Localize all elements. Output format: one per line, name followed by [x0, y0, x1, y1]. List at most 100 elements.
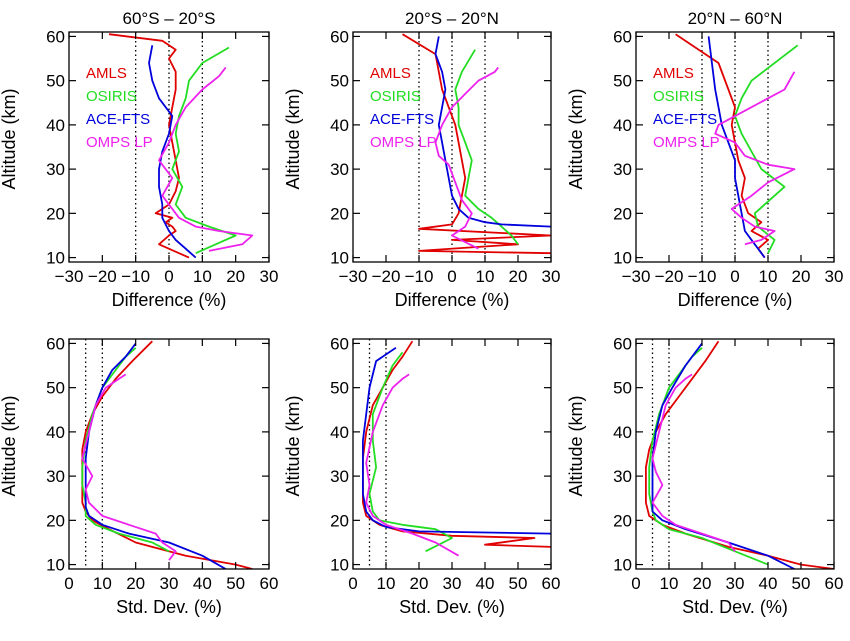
x-tick-label: 20: [126, 574, 145, 593]
series-line-omps-lp: [81, 373, 177, 561]
axes-frame: [352, 338, 552, 570]
y-tick-label: 60: [46, 334, 65, 353]
y-tick-label: 50: [613, 72, 632, 91]
y-tick-label: 20: [613, 204, 632, 223]
x-tick-label: −10: [121, 267, 150, 286]
x-tick-label: 60: [542, 574, 561, 593]
series-line-ace-fts: [361, 347, 551, 535]
chart-panel-diff-60S-20S: 60°S – 20°S −30 −20 −10 0 10 20 30 10 20 30 40 50 60 D…: [0, 9, 278, 310]
series-group: [108, 33, 254, 259]
x-axis-label: Difference (%): [395, 290, 510, 310]
y-tick-label: 20: [613, 511, 632, 530]
legend-entry-omps-lp: OMPS LP: [370, 134, 437, 151]
x-tick-label: 10: [660, 574, 679, 593]
series-line-ace-fts: [148, 45, 197, 259]
x-tick-label: 0: [64, 574, 73, 593]
x-axis-label: Std. Dev. (%): [116, 597, 222, 617]
x-tick-label: −30: [622, 267, 651, 286]
series-line-omps-lp: [651, 373, 736, 552]
panel-title: 20°N – 60°N: [688, 9, 783, 28]
x-tick-label: 60: [260, 574, 279, 593]
legend-entry-omps-lp: OMPS LP: [86, 134, 153, 151]
y-axis-label: Altitude (km): [283, 88, 303, 189]
y-tick-label: 10: [330, 556, 349, 575]
series-group: [675, 33, 799, 259]
legend-entry-amls: AMLS: [86, 65, 127, 82]
y-tick-label: 60: [613, 27, 632, 46]
x-tick-label: 60: [825, 574, 844, 593]
y-tick-label: 50: [613, 379, 632, 398]
series-group: [361, 340, 551, 557]
legend-entry-ace-fts: ACE-FTS: [86, 111, 150, 128]
x-tick-label: 0: [348, 574, 357, 593]
y-axis-label: Altitude (km): [566, 395, 586, 496]
y-tick-label: 50: [46, 72, 65, 91]
series-line-omps-lp: [434, 66, 499, 250]
series-line-amls: [402, 33, 551, 255]
y-tick-label: 40: [613, 423, 632, 442]
y-tick-label: 20: [330, 511, 349, 530]
x-tick-label: 10: [759, 267, 778, 286]
series-line-osiris: [454, 49, 519, 245]
series-line-osiris: [734, 44, 799, 254]
x-tick-label: 40: [759, 574, 778, 593]
y-tick-label: 60: [330, 27, 349, 46]
x-tick-label: 40: [193, 574, 212, 593]
x-tick-label: 0: [447, 267, 456, 286]
y-tick-label: 20: [330, 204, 349, 223]
y-tick-label: 40: [613, 116, 632, 135]
series-line-osiris: [648, 347, 769, 566]
y-tick-label: 60: [46, 27, 65, 46]
legend-entry-osiris: OSIRIS: [86, 88, 137, 105]
y-tick-label: 40: [330, 423, 349, 442]
series-line-ace-fts: [651, 342, 795, 569]
y-tick-label: 10: [46, 556, 65, 575]
legend-entry-osiris: OSIRIS: [653, 88, 704, 105]
x-tick-label: 50: [226, 574, 245, 593]
x-tick-label: 10: [476, 267, 495, 286]
x-tick-label: 30: [260, 267, 279, 286]
y-axis-label: Altitude (km): [283, 395, 303, 496]
panel-title: 20°S – 20°N: [405, 9, 499, 28]
x-tick-label: 20: [693, 574, 712, 593]
x-tick-label: 30: [726, 574, 745, 593]
x-tick-label: −30: [339, 267, 368, 286]
legend-entry-ace-fts: ACE-FTS: [370, 111, 434, 128]
series-line-amls: [675, 33, 769, 259]
legend-entry-omps-lp: OMPS LP: [653, 134, 720, 151]
x-tick-label: −10: [688, 267, 717, 286]
y-tick-label: 30: [330, 160, 349, 179]
x-tick-label: 40: [476, 574, 495, 593]
series-line-osiris: [81, 347, 170, 553]
legend-entry-amls: AMLS: [370, 65, 411, 82]
y-tick-label: 10: [613, 556, 632, 575]
series-line-omps-lp: [365, 373, 460, 557]
x-tick-label: 30: [825, 267, 844, 286]
x-tick-label: −20: [655, 267, 684, 286]
legend-entry-osiris: OSIRIS: [370, 88, 421, 105]
x-tick-label: 20: [509, 267, 528, 286]
y-tick-label: 40: [330, 116, 349, 135]
series-line-osiris: [171, 46, 237, 255]
y-axis-label: Altitude (km): [0, 395, 19, 496]
y-tick-label: 10: [46, 249, 65, 268]
axes-frame: [635, 338, 835, 570]
series-line-amls: [81, 340, 253, 569]
y-tick-label: 30: [46, 160, 65, 179]
y-tick-label: 40: [46, 116, 65, 135]
x-axis-label: Difference (%): [112, 290, 227, 310]
x-tick-label: 50: [792, 574, 811, 593]
x-axis-label: Std. Dev. (%): [399, 597, 505, 617]
series-line-amls: [361, 340, 551, 548]
x-tick-label: −20: [88, 267, 117, 286]
axes-frame: [68, 338, 270, 570]
x-tick-label: 30: [443, 574, 462, 593]
series-group: [645, 340, 834, 569]
x-tick-label: −10: [405, 267, 434, 286]
y-axis-label: Altitude (km): [566, 88, 586, 189]
series-line-omps-lp: [158, 66, 254, 252]
panel-title: 60°S – 20°S: [123, 9, 216, 28]
